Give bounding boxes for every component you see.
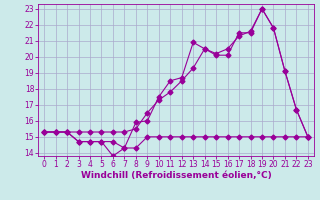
- X-axis label: Windchill (Refroidissement éolien,°C): Windchill (Refroidissement éolien,°C): [81, 171, 271, 180]
